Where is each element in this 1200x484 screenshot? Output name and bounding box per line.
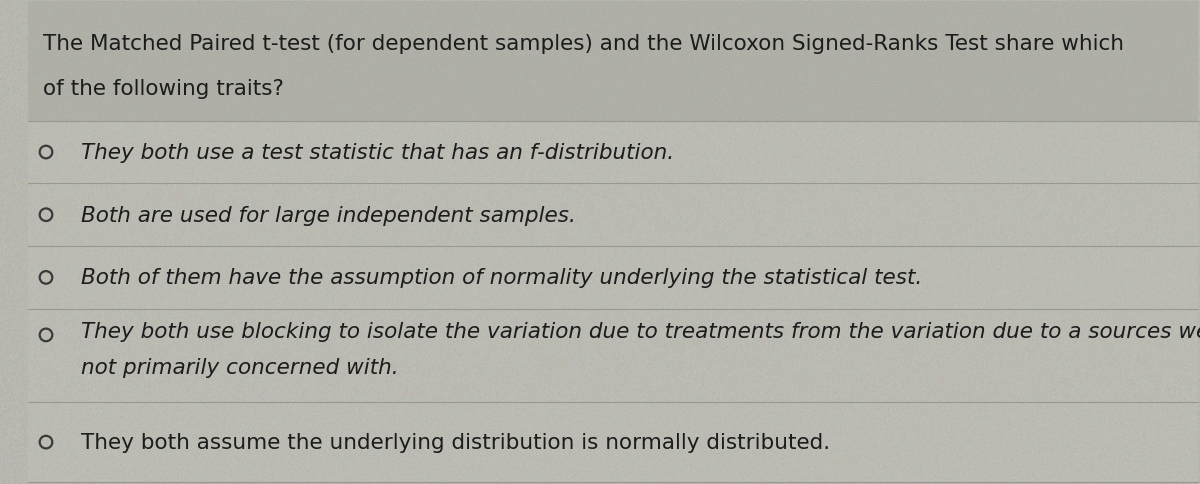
Text: Both are used for large independent samples.: Both are used for large independent samp… (82, 205, 576, 225)
Text: of the following traits?: of the following traits? (43, 79, 284, 99)
FancyBboxPatch shape (28, 309, 1198, 402)
FancyBboxPatch shape (28, 402, 1198, 482)
FancyBboxPatch shape (28, 184, 1198, 246)
Text: They both use blocking to isolate the variation due to treatments from the varia: They both use blocking to isolate the va… (82, 321, 1200, 342)
Text: The Matched Paired t-test (for dependent samples) and the Wilcoxon Signed-Ranks : The Matched Paired t-test (for dependent… (43, 34, 1124, 54)
Text: not primarily concerned with.: not primarily concerned with. (82, 357, 398, 377)
Text: They both assume the underlying distribution is normally distributed.: They both assume the underlying distribu… (82, 432, 830, 452)
FancyBboxPatch shape (28, 121, 1198, 184)
Text: Both of them have the assumption of normality underlying the statistical test.: Both of them have the assumption of norm… (82, 268, 923, 288)
Text: They both use a test statistic that has an f-distribution.: They both use a test statistic that has … (82, 143, 674, 163)
FancyBboxPatch shape (28, 246, 1198, 309)
FancyBboxPatch shape (28, 2, 1198, 121)
